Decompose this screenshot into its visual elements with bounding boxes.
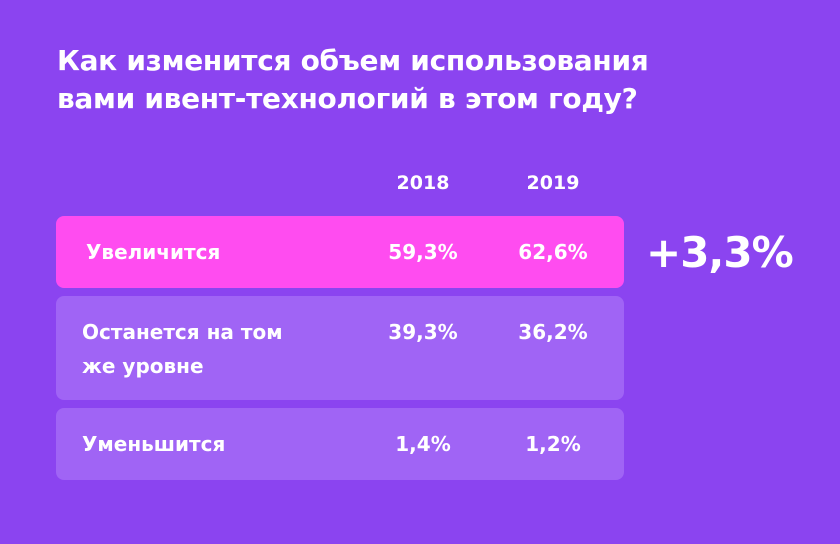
title-line-1: Как изменится объем использования: [57, 44, 649, 77]
row-label: Уменьшится: [82, 432, 226, 456]
value-2019: 36,2%: [518, 320, 588, 344]
value-2019: 62,6%: [518, 240, 588, 264]
value-2018: 39,3%: [388, 320, 458, 344]
title-line-2: вами ивент-технологий в этом году?: [57, 82, 638, 115]
value-2018: 1,4%: [395, 432, 451, 456]
row-label-line-1: Останется на том: [82, 320, 283, 344]
column-header-2019: 2019: [526, 172, 580, 194]
row-label-line-2: же уровне: [82, 354, 204, 378]
change-annotation: +3,3%: [646, 228, 794, 277]
table-row-increase: Увеличится 59,3% 62,6%: [56, 216, 624, 288]
row-label: Останется на том же уровне: [82, 315, 283, 383]
row-label: Увеличится: [86, 240, 221, 264]
column-header-2018: 2018: [396, 172, 450, 194]
table-row-decrease: Уменьшится 1,4% 1,2%: [56, 408, 624, 480]
value-2018: 59,3%: [388, 240, 458, 264]
value-2019: 1,2%: [525, 432, 581, 456]
page-title: Как изменится объем использования вами и…: [57, 42, 777, 118]
table-row-same: Останется на том же уровне 39,3% 36,2%: [56, 296, 624, 400]
